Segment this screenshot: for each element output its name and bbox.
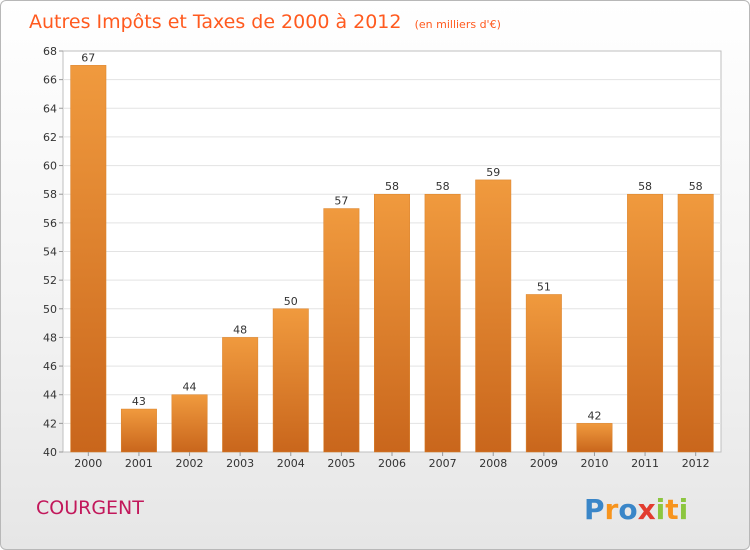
- bar-value-label: 50: [284, 295, 298, 308]
- y-tick-label: 60: [43, 160, 57, 173]
- x-tick-label: 2001: [125, 457, 153, 470]
- bar-value-label: 43: [132, 395, 146, 408]
- x-tick-label: 2009: [530, 457, 558, 470]
- x-tick-label: 2006: [378, 457, 406, 470]
- logo-letter: r: [605, 493, 619, 526]
- logo-letter: t: [665, 493, 678, 526]
- logo-letter: x: [638, 493, 656, 526]
- bar: [627, 193, 664, 453]
- bar-value-label: 57: [334, 195, 348, 208]
- bar-value-label: 48: [233, 323, 247, 336]
- x-tick-label: 2004: [277, 457, 305, 470]
- y-tick-label: 48: [43, 331, 57, 344]
- bar: [677, 193, 714, 453]
- bar: [525, 294, 562, 453]
- logo-letter: o: [618, 493, 637, 526]
- bar-value-label: 67: [81, 51, 95, 64]
- y-tick-label: 58: [43, 188, 57, 201]
- bar: [272, 308, 309, 453]
- y-tick-label: 54: [43, 246, 57, 259]
- y-tick-label: 40: [43, 446, 57, 459]
- y-tick-label: 50: [43, 303, 57, 316]
- proxiti-logo: Proxiti: [584, 493, 688, 526]
- y-tick-label: 42: [43, 417, 57, 430]
- bar-value-label: 42: [587, 409, 601, 422]
- y-tick-label: 62: [43, 131, 57, 144]
- y-tick-label: 52: [43, 274, 57, 287]
- y-tick-label: 46: [43, 360, 57, 373]
- y-tick-label: 64: [43, 102, 57, 115]
- x-tick-label: 2007: [429, 457, 457, 470]
- bar: [323, 208, 360, 453]
- y-tick-label: 66: [43, 74, 57, 87]
- x-tick-label: 2010: [580, 457, 608, 470]
- bar: [424, 193, 461, 453]
- bar: [70, 65, 107, 453]
- logo-letter: i: [656, 493, 666, 526]
- bar: [576, 423, 613, 453]
- x-tick-label: 2003: [226, 457, 254, 470]
- bar-value-label: 44: [183, 381, 197, 394]
- bar: [171, 394, 208, 453]
- x-tick-label: 2002: [176, 457, 204, 470]
- bar: [374, 193, 410, 453]
- y-tick-label: 68: [43, 45, 57, 58]
- bar: [475, 179, 512, 453]
- x-tick-label: 2011: [631, 457, 659, 470]
- x-tick-label: 2000: [74, 457, 102, 470]
- logo-letter: i: [679, 493, 689, 526]
- commune-name: COURGENT: [36, 497, 144, 519]
- bar: [222, 337, 259, 453]
- x-tick-label: 2005: [327, 457, 355, 470]
- bar-value-label: 58: [689, 180, 703, 193]
- x-tick-label: 2012: [682, 457, 710, 470]
- chart-title: Autres Impôts et Taxes de 2000 à 2012 (e…: [29, 11, 501, 33]
- bar: [120, 408, 157, 453]
- y-tick-label: 44: [43, 389, 57, 402]
- bar-value-label: 58: [385, 180, 399, 193]
- bar-value-label: 59: [486, 166, 500, 179]
- x-tick-label: 2008: [479, 457, 507, 470]
- y-tick-label: 56: [43, 217, 57, 230]
- bar-value-label: 51: [537, 280, 551, 293]
- bar-value-label: 58: [436, 180, 450, 193]
- logo-letter: P: [584, 493, 605, 526]
- bar-value-label: 58: [638, 180, 652, 193]
